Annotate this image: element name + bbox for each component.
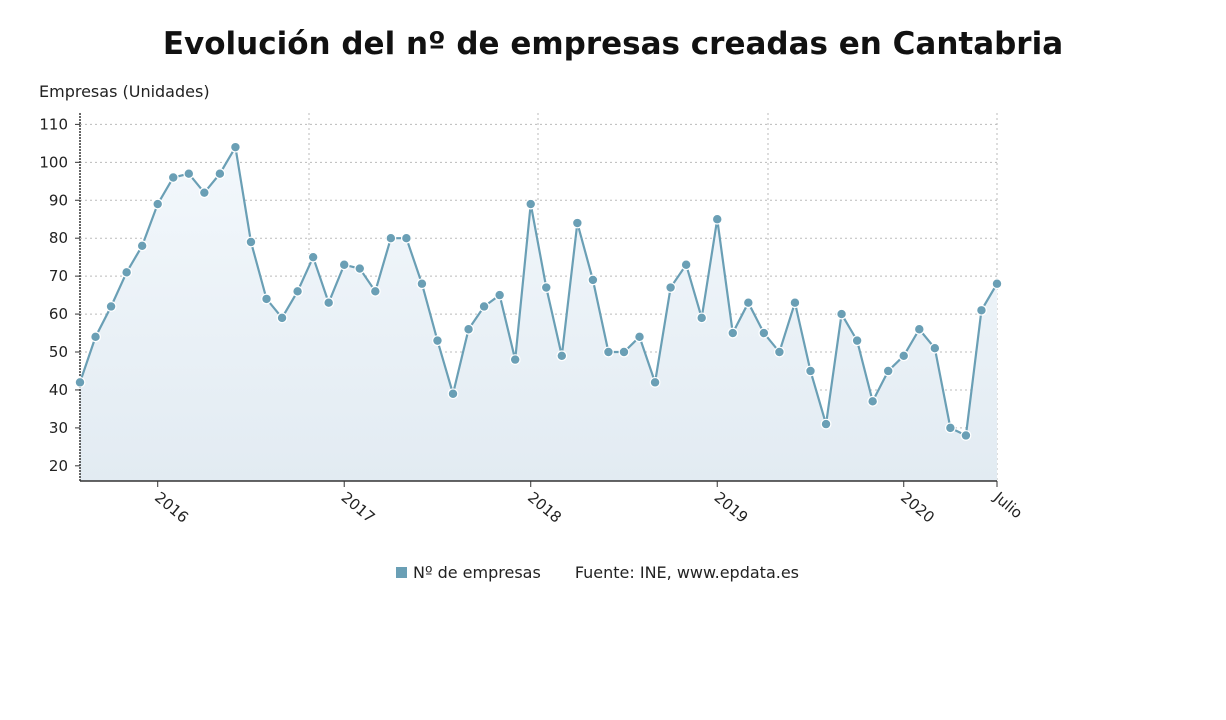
- series-area: [80, 147, 997, 481]
- x-tick-label: 2018: [524, 488, 565, 526]
- data-point: [603, 346, 614, 358]
- data-point: [758, 327, 770, 339]
- data-point: [711, 213, 723, 225]
- data-point: [400, 232, 412, 244]
- data-point: [649, 376, 661, 388]
- data-point: [836, 308, 847, 320]
- y-tick-label: 20: [49, 457, 68, 475]
- data-point: [230, 141, 241, 153]
- data-point: [960, 430, 972, 441]
- data-point: [90, 331, 101, 343]
- source-note: Fuente: INE, www.epdata.es: [574, 563, 800, 582]
- data-point: [618, 346, 630, 358]
- data-point: [432, 335, 443, 347]
- data-point: [105, 301, 117, 312]
- data-point: [976, 304, 987, 316]
- data-point: [478, 301, 490, 312]
- y-tick-label: 80: [49, 229, 68, 247]
- data-point: [276, 312, 288, 324]
- data-point: [774, 346, 785, 358]
- x-tick-label: Julio: [990, 488, 1026, 523]
- data-point: [727, 327, 739, 339]
- data-point: [571, 217, 583, 229]
- data-point: [540, 282, 552, 293]
- y-tick-label: 100: [39, 153, 68, 171]
- y-axis-label: Empresas (Unidades): [39, 82, 210, 101]
- data-point: [245, 236, 257, 248]
- data-point: [463, 323, 474, 335]
- data-point: [944, 422, 956, 434]
- y-tick-label: 60: [49, 305, 68, 323]
- data-point: [323, 297, 335, 309]
- y-tick-label: 70: [49, 267, 68, 285]
- data-point: [556, 350, 568, 362]
- data-point: [354, 263, 366, 274]
- data-point: [898, 350, 910, 362]
- data-point: [913, 323, 925, 335]
- x-tick-label: 2020: [897, 488, 938, 526]
- y-tick-label: 90: [49, 191, 68, 209]
- y-tick-label: 40: [49, 381, 68, 399]
- data-point: [198, 187, 210, 199]
- data-point: [820, 418, 832, 430]
- legend: Nº de empresas Fuente: INE, www.epdata.e…: [396, 563, 799, 582]
- data-point: [338, 259, 350, 271]
- data-point: [587, 274, 599, 286]
- legend-swatch: [396, 567, 407, 578]
- data-point: [696, 312, 708, 324]
- y-tick-label: 30: [49, 419, 68, 437]
- x-tick-label: 2016: [151, 488, 192, 526]
- legend-label: Nº de empresas: [413, 563, 541, 582]
- data-point: [152, 198, 164, 210]
- data-point: [805, 365, 816, 377]
- x-tick-label: 2017: [338, 488, 379, 526]
- data-point: [494, 289, 506, 301]
- data-point: [214, 168, 226, 180]
- data-point: [167, 172, 179, 183]
- data-point: [991, 278, 1003, 290]
- data-point: [789, 297, 801, 309]
- chart-title: Evolución del nº de empresas creadas en …: [162, 26, 1064, 62]
- data-point: [742, 297, 754, 309]
- data-point: [509, 354, 521, 365]
- data-point: [74, 376, 86, 388]
- data-point: [447, 388, 459, 400]
- data-point: [634, 331, 645, 343]
- data-point: [369, 285, 381, 297]
- data-point: [307, 251, 319, 263]
- data-point: [183, 168, 195, 180]
- data-point: [261, 293, 272, 305]
- data-point: [292, 285, 303, 297]
- data-point: [525, 198, 537, 210]
- data-point: [867, 395, 879, 407]
- data-point: [121, 266, 133, 278]
- data-point: [882, 365, 894, 377]
- data-point: [665, 282, 677, 293]
- data-point: [851, 335, 863, 347]
- x-tick-label: 2019: [711, 488, 752, 526]
- data-point: [136, 240, 148, 252]
- y-tick-label: 50: [49, 343, 68, 361]
- data-point: [680, 259, 692, 271]
- data-point: [929, 342, 941, 354]
- data-point: [385, 232, 397, 244]
- y-tick-label: 110: [39, 115, 68, 133]
- data-point: [416, 278, 428, 290]
